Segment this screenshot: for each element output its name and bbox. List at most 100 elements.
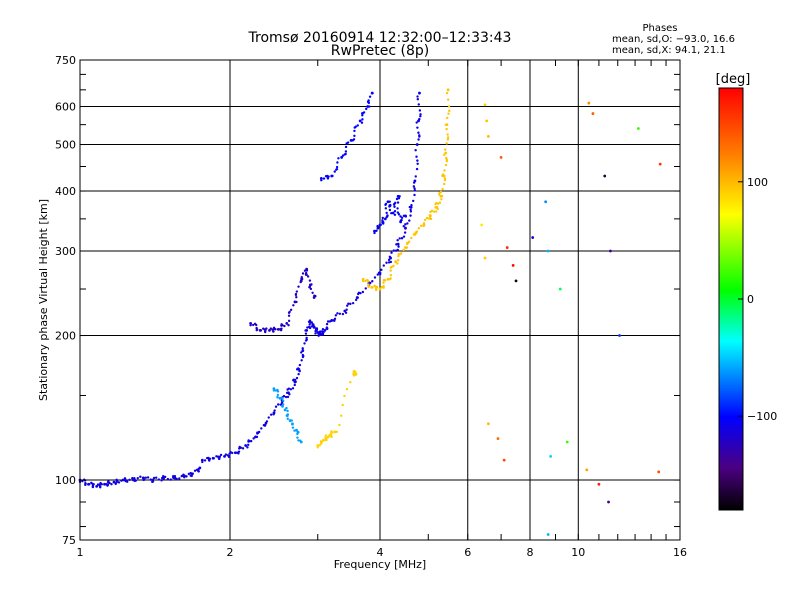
data-point [360, 121, 364, 124]
data-point [392, 249, 395, 252]
data-point [223, 455, 226, 458]
data-point [325, 326, 329, 329]
data-point [367, 99, 370, 102]
data-point [311, 322, 314, 326]
data-point [286, 409, 289, 413]
data-point [380, 268, 383, 272]
data-point [241, 447, 245, 450]
data-point [403, 231, 407, 234]
data-point [157, 478, 161, 481]
data-point [415, 121, 418, 124]
data-point [366, 105, 370, 108]
data-point [404, 214, 407, 218]
data-point [446, 88, 450, 92]
data-point [267, 416, 270, 419]
data-point [384, 207, 388, 210]
data-point [446, 133, 449, 136]
data-point [344, 152, 347, 156]
data-point [442, 153, 446, 157]
series-f2-o-mode-upper [319, 91, 374, 182]
data-point [301, 349, 305, 353]
data-point [193, 469, 197, 472]
data-point [388, 208, 392, 212]
data-point [410, 203, 413, 207]
data-point [319, 442, 323, 445]
data-point [353, 134, 356, 138]
data-point [297, 368, 301, 371]
data-point [324, 434, 328, 437]
grid-lines [80, 60, 680, 540]
data-point [483, 103, 487, 107]
data-point [413, 232, 417, 236]
data-point [416, 98, 420, 101]
data-point [303, 342, 306, 345]
colorbar-label: [deg] [716, 72, 751, 87]
data-point [375, 285, 379, 289]
data-point [419, 114, 422, 118]
data-point [287, 387, 291, 390]
data-point [228, 455, 231, 458]
data-point [311, 291, 314, 294]
data-point [445, 142, 448, 145]
data-point [388, 205, 391, 208]
data-point [305, 328, 309, 332]
data-point [399, 252, 403, 255]
data-point [430, 209, 434, 213]
data-point [283, 324, 286, 328]
data-point [394, 260, 398, 264]
data-point [636, 127, 640, 130]
data-point [362, 111, 366, 114]
data-point [417, 138, 420, 141]
data-point [305, 273, 308, 276]
data-point [285, 414, 289, 417]
data-point [208, 457, 212, 461]
data-point [317, 333, 321, 336]
data-point [549, 455, 553, 458]
data-point [300, 359, 303, 362]
data-point [344, 150, 348, 153]
data-point [439, 190, 443, 194]
data-point [305, 336, 308, 340]
data-point [296, 436, 299, 439]
data-point [103, 482, 106, 486]
data-point [276, 393, 280, 397]
data-point [435, 210, 438, 213]
data-point [397, 254, 400, 258]
data-point [385, 211, 388, 215]
data-point [417, 103, 420, 106]
data-point [128, 478, 131, 482]
data-point [442, 174, 446, 178]
data-point [301, 272, 305, 275]
data-point [382, 281, 385, 284]
y-tick-label: 75 [62, 534, 76, 547]
data-point [321, 328, 325, 331]
data-point [425, 216, 429, 220]
data-point [496, 437, 500, 440]
data-point [400, 216, 404, 219]
data-point [286, 417, 289, 420]
data-point [289, 308, 293, 312]
x-axis-label: Frequency [MHz] [334, 558, 426, 571]
data-point [340, 156, 344, 159]
data-point [325, 322, 329, 326]
colorbar-ticks: 100 0 −100 [738, 176, 777, 423]
data-point [445, 91, 449, 95]
data-point [301, 347, 304, 350]
data-point [249, 321, 253, 325]
data-point [346, 304, 349, 307]
data-point [285, 321, 289, 325]
data-point [387, 258, 391, 262]
data-point [384, 279, 387, 282]
data-point [293, 380, 297, 384]
data-point [585, 468, 589, 472]
data-point [276, 390, 280, 393]
y-tick-label: 750 [55, 54, 76, 67]
data-point [198, 466, 202, 470]
data-point [124, 477, 127, 481]
data-point [443, 177, 447, 180]
data-point [309, 321, 312, 324]
data-point [396, 248, 399, 252]
data-point [407, 240, 411, 243]
series-x-mode-trace [361, 88, 451, 292]
data-point [396, 207, 399, 210]
